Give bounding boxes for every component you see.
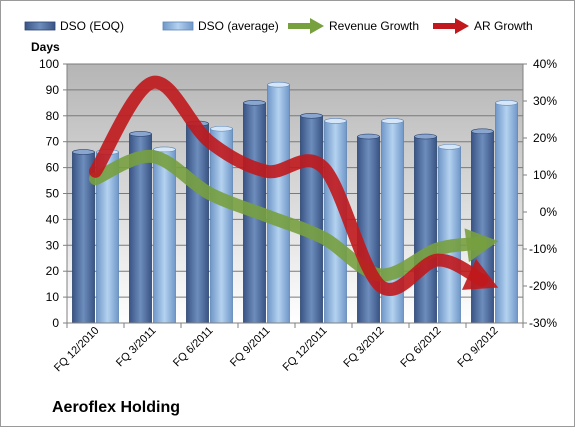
dso-eoq-bar-cap [357,133,380,140]
dso-eoq-bar-cap [243,100,266,106]
dso-eoq-bar [414,136,437,324]
legend-arrow-ar-growth [455,18,469,34]
dso-average-bar-cap [495,100,518,106]
y-tick-label: 10 [46,290,60,304]
y-tick-label: 20 [46,264,60,278]
dso-average-bar-cap [381,118,404,124]
y2-tick-label: 40% [533,57,557,71]
y2-tick-label: 0% [540,205,558,219]
ar-growtharrowhead [461,258,499,290]
revenue-growtharrowhead [464,228,499,263]
dso-average-bar [267,84,290,324]
y-tick-label: 40 [46,212,60,226]
y2-tick-label: -30% [529,316,557,330]
y-tick-label: 100 [39,57,59,71]
y2-tick-label: -20% [529,279,557,293]
y-tick-label: 60 [46,161,60,175]
dso-eoq-bar-cap [471,128,494,135]
y-tick-label: 0 [52,316,59,330]
x-tick-label: FQ 3/2012 [341,325,386,370]
y-axis-label: Days [31,40,60,54]
dso-eoq-bar-cap [72,149,95,155]
y2-tick-label: 10% [533,168,557,182]
legend-swatch-dso-eoq- [24,21,56,31]
legend-label-revenue-growth: Revenue Growth [329,19,419,33]
dso-eoq-bar [300,115,323,324]
x-tick-label: FQ 12/2010 [52,325,102,375]
dso-average-bar-cap [438,144,461,150]
dso-eoq-bar [471,130,494,324]
dso-average-bar [153,149,176,324]
dso-average-bar [495,102,518,324]
legend-label-dso-average-: DSO (average) [198,19,279,33]
legend-label-dso-eoq-: DSO (EOQ) [60,19,124,33]
x-tick-label: FQ 6/2012 [398,325,443,370]
y-tick-label: 50 [46,187,60,201]
dso-eoq-bar [186,123,209,324]
legend-swatch-dso-average- [162,21,194,31]
x-tick-label: FQ 6/2011 [171,325,216,370]
dso-eoq-bar-cap [129,131,152,137]
dso-average-bar-cap [267,81,290,88]
x-tick-label: FQ 9/2011 [228,325,273,370]
company-name: Aeroflex Holding [52,399,181,416]
y2-tick-label: -10% [529,242,557,256]
dso-eoq-bar-cap [414,133,437,140]
dso-average-bar [438,146,461,324]
x-tick-label: FQ 9/2012 [455,325,500,370]
dso-average-bar-cap [153,146,176,153]
dso-average-bar-cap [324,118,347,124]
legend-label-ar-growth: AR Growth [474,19,533,33]
dso-eoq-bar-cap [300,113,323,119]
y-tick-label: 90 [46,83,60,97]
y-tick-label: 80 [46,109,60,123]
revenue-growthline [89,149,488,282]
legend-arrow-revenue-growth [310,18,324,34]
ar-growthline [89,75,489,296]
y-tick-label: 70 [46,135,60,149]
x-tick-label: FQ 3/2011 [114,325,159,370]
y-tick-label: 30 [46,238,60,252]
dso-average-bar-cap [210,125,233,132]
dso-eoq-bar [357,136,380,324]
y2-tick-label: 20% [533,131,557,145]
y2-tick-label: 30% [533,94,557,108]
x-tick-label: FQ 12/2011 [281,325,330,374]
